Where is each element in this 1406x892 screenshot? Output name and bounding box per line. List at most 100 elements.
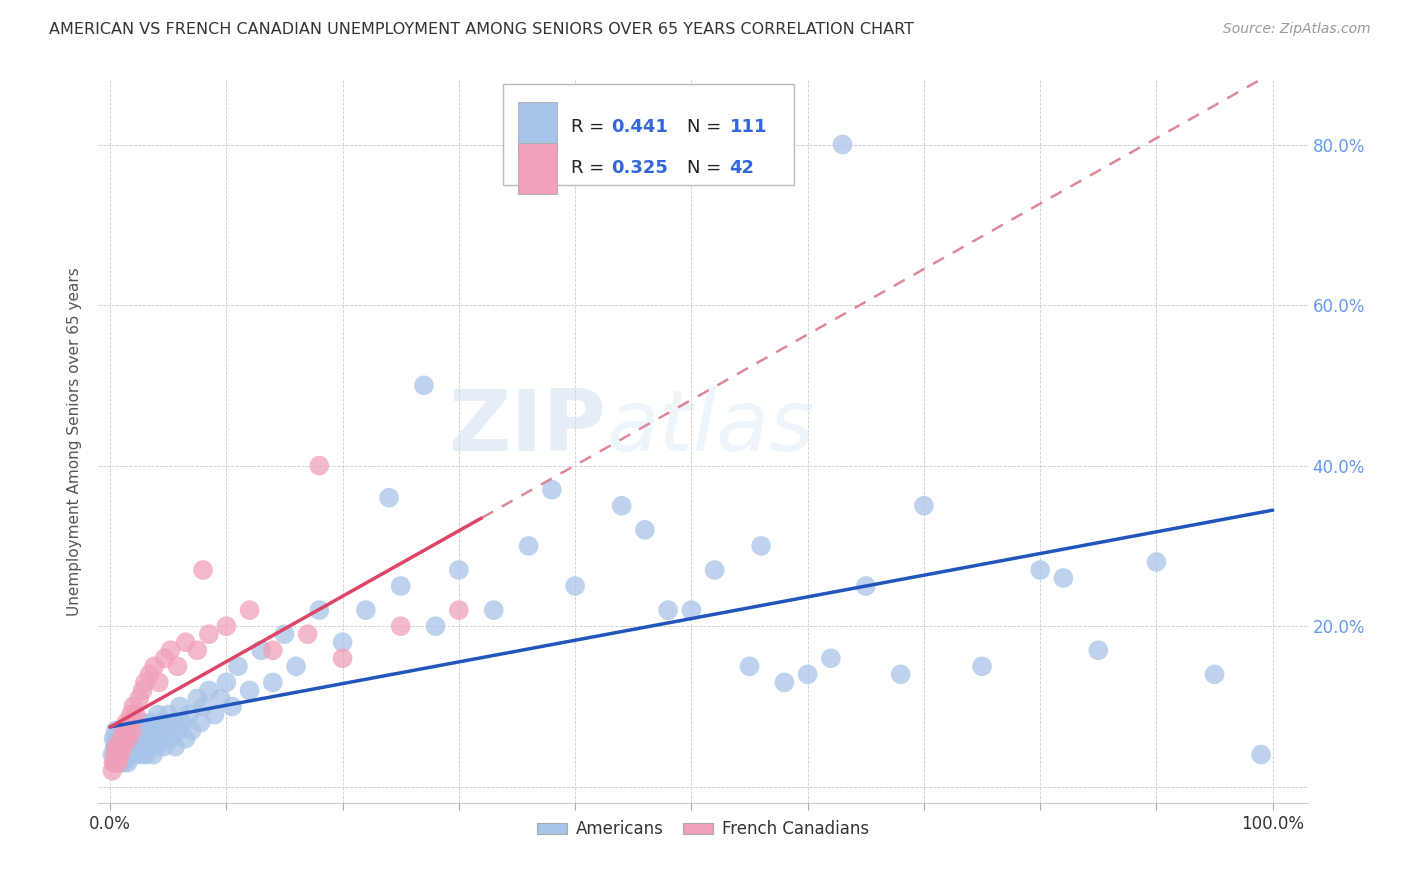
Point	[120, 707, 142, 722]
Point	[540, 483, 562, 497]
Point	[145, 739, 167, 754]
Point	[108, 739, 131, 754]
Point	[1144, 555, 1167, 569]
Point	[104, 756, 127, 770]
Point	[855, 579, 877, 593]
Point	[773, 675, 796, 690]
Point	[447, 603, 470, 617]
Point	[564, 579, 586, 593]
Point	[226, 659, 249, 673]
Point	[657, 603, 679, 617]
Point	[122, 739, 145, 754]
Point	[190, 715, 212, 730]
Point	[191, 699, 214, 714]
Point	[107, 747, 129, 762]
Point	[262, 675, 284, 690]
Point	[610, 499, 633, 513]
Point	[1250, 747, 1272, 762]
Point	[105, 739, 128, 754]
Point	[634, 523, 657, 537]
Point	[285, 659, 308, 673]
Point	[174, 635, 197, 649]
Point	[118, 715, 141, 730]
Point	[136, 723, 159, 738]
Point	[128, 739, 150, 754]
Point	[104, 739, 127, 754]
Point	[198, 683, 221, 698]
Point	[105, 756, 128, 770]
Point	[111, 739, 134, 754]
Point	[120, 731, 142, 746]
Point	[104, 739, 127, 754]
Point	[112, 756, 135, 770]
Point	[389, 579, 412, 593]
Point	[131, 715, 153, 730]
FancyBboxPatch shape	[503, 84, 793, 185]
Point	[138, 739, 160, 754]
Point	[890, 667, 912, 681]
Point	[142, 747, 165, 762]
Point	[111, 739, 134, 754]
Point	[108, 739, 131, 754]
Point	[378, 491, 401, 505]
Point	[273, 627, 295, 641]
Point	[174, 731, 197, 746]
Text: N =: N =	[688, 160, 727, 178]
Point	[131, 747, 153, 762]
Point	[681, 603, 703, 617]
Point	[738, 659, 761, 673]
Point	[131, 683, 153, 698]
Point	[110, 731, 132, 746]
Point	[139, 715, 162, 730]
Point	[111, 723, 134, 738]
Point	[117, 723, 139, 738]
Point	[157, 707, 180, 722]
Point	[703, 563, 725, 577]
Point	[413, 378, 436, 392]
Point	[112, 723, 135, 738]
Point	[166, 723, 188, 738]
Text: N =: N =	[688, 119, 727, 136]
Point	[150, 715, 173, 730]
Point	[110, 747, 132, 762]
Point	[114, 731, 136, 746]
Point	[172, 715, 194, 730]
Point	[101, 747, 124, 762]
Point	[104, 747, 127, 762]
Point	[153, 651, 176, 665]
FancyBboxPatch shape	[517, 143, 557, 194]
Point	[1087, 643, 1109, 657]
Point	[114, 747, 136, 762]
Point	[191, 563, 214, 577]
Point	[204, 707, 226, 722]
Point	[122, 715, 145, 730]
Point	[308, 458, 330, 473]
Text: AMERICAN VS FRENCH CANADIAN UNEMPLOYMENT AMONG SENIORS OVER 65 YEARS CORRELATION: AMERICAN VS FRENCH CANADIAN UNEMPLOYMENT…	[49, 22, 914, 37]
Point	[215, 619, 238, 633]
Point	[118, 731, 141, 746]
Point	[749, 539, 772, 553]
Point	[354, 603, 377, 617]
Point	[104, 756, 127, 770]
Point	[124, 707, 146, 722]
Point	[820, 651, 842, 665]
Point	[262, 643, 284, 657]
Point	[332, 651, 354, 665]
Point	[209, 691, 232, 706]
Text: 0.325: 0.325	[612, 160, 668, 178]
Point	[162, 715, 184, 730]
Point	[111, 756, 134, 770]
Point	[152, 739, 174, 754]
FancyBboxPatch shape	[517, 102, 557, 153]
Point	[117, 723, 139, 738]
Point	[447, 563, 470, 577]
Point	[1204, 667, 1226, 681]
Point	[297, 627, 319, 641]
Point	[124, 731, 146, 746]
Point	[115, 739, 138, 754]
Point	[129, 731, 152, 746]
Point	[115, 715, 138, 730]
Point	[111, 731, 134, 746]
Point	[186, 691, 208, 706]
Point	[134, 731, 156, 746]
